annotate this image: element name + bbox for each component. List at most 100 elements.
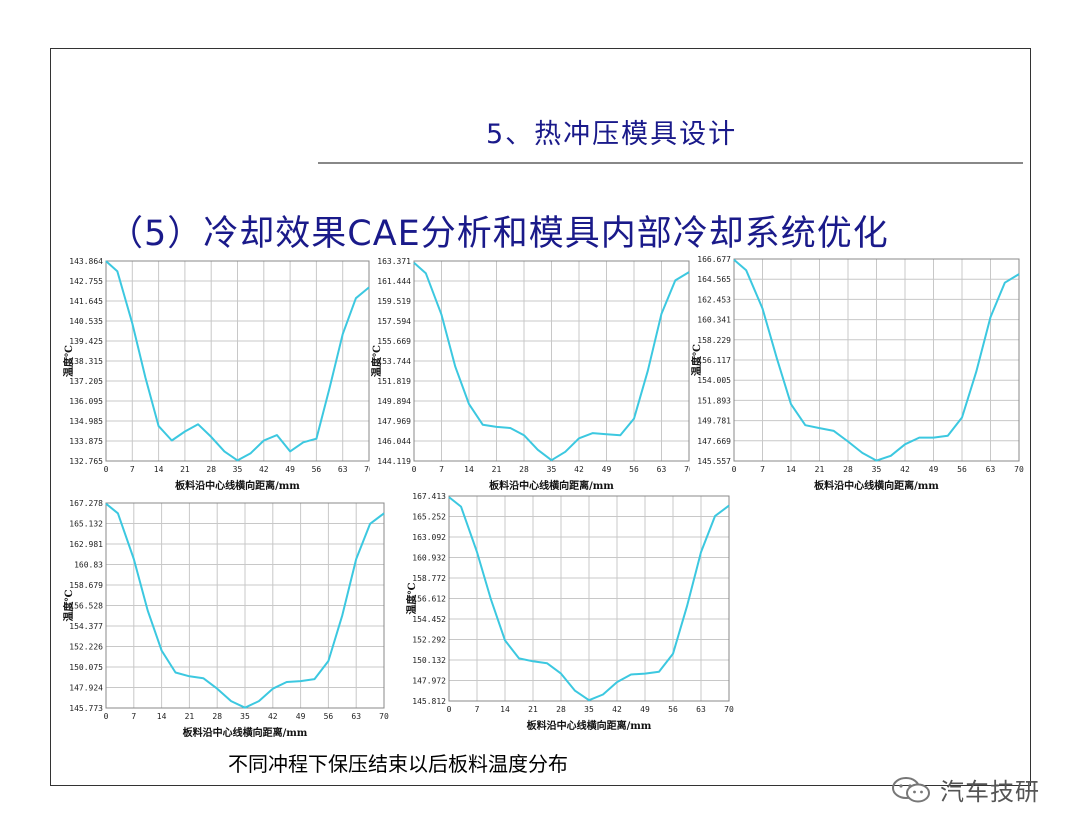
wechat-icon (892, 776, 930, 802)
y-tick-label: 150.132 (412, 656, 446, 665)
watermark-text: 汽车技研 (940, 778, 1040, 806)
x-tick-label: 63 (351, 712, 361, 721)
y-tick-label: 152.292 (412, 636, 446, 645)
y-tick-label: 166.677 (697, 255, 731, 264)
y-tick-label: 158.679 (69, 581, 103, 590)
x-tick-label: 49 (296, 712, 306, 721)
x-tick-label: 28 (519, 465, 529, 474)
x-tick-label: 35 (240, 712, 250, 721)
y-tick-label: 154.452 (412, 615, 446, 624)
y-tick-label: 163.092 (412, 533, 446, 542)
x-tick-label: 28 (206, 465, 216, 474)
chart-svg: 163.371 161.444 159.519 157.594 155.669 153.7… (370, 257, 694, 492)
x-tick-label: 0 (104, 465, 109, 474)
x-tick-label: 56 (629, 465, 639, 474)
y-tick-label: 161.444 (377, 277, 411, 286)
y-tick-label: 167.278 (69, 499, 103, 508)
x-tick-label: 14 (786, 465, 796, 474)
x-tick-label: 7 (760, 465, 765, 474)
y-tick-label: 151.819 (377, 377, 411, 386)
x-tick-label: 42 (612, 705, 622, 714)
temperature-chart-3: 166.677 164.565 162.453 160.341 158.229 156.1… (690, 253, 1025, 495)
x-tick-label: 49 (602, 465, 612, 474)
x-tick-label: 63 (657, 465, 667, 474)
x-tick-label: 70 (364, 465, 374, 474)
y-tick-label: 141.645 (69, 297, 103, 306)
slide-title: 5、热冲压模具设计 (486, 119, 738, 150)
y-axis-label: 温度℃ (62, 589, 75, 621)
y-tick-label: 133.875 (69, 437, 103, 446)
x-tick-label: 42 (900, 465, 910, 474)
temperature-series-line (448, 496, 730, 702)
x-tick-label: 42 (259, 465, 269, 474)
x-tick-label: 0 (104, 712, 109, 721)
temperature-chart-1: 143.864 142.755 141.645 140.535 139.425 138.3… (62, 255, 375, 495)
y-tick-label: 145.773 (69, 704, 103, 713)
temperature-series-line (105, 260, 370, 462)
y-tick-label: 149.781 (697, 417, 731, 426)
x-tick-label: 70 (724, 705, 734, 714)
y-tick-label: 143.864 (69, 257, 103, 266)
y-tick-label: 147.969 (377, 417, 411, 426)
y-tick-label: 160.932 (412, 554, 446, 563)
temperature-series-line (733, 258, 1020, 462)
x-tick-label: 21 (815, 465, 825, 474)
y-tick-label: 165.252 (412, 513, 446, 522)
y-tick-label: 151.893 (697, 396, 731, 405)
y-tick-label: 167.413 (412, 492, 446, 501)
x-tick-label: 70 (379, 712, 389, 721)
y-tick-label: 158.229 (697, 336, 731, 345)
y-tick-label: 156.117 (697, 356, 731, 365)
y-tick-label: 138.315 (69, 357, 103, 366)
x-tick-label: 35 (872, 465, 882, 474)
temperature-series-line (105, 502, 385, 709)
y-tick-label: 132.765 (69, 457, 103, 466)
x-axis-label: 板料沿中心线横向距离/mm (527, 719, 652, 732)
x-tick-label: 21 (528, 705, 538, 714)
y-tick-label: 147.972 (412, 677, 446, 686)
y-tick-label: 142.755 (69, 277, 103, 286)
x-axis-label: 板料沿中心线横向距离/mm (175, 479, 300, 492)
x-tick-label: 56 (312, 465, 322, 474)
x-axis-label: 板料沿中心线横向距离/mm (489, 479, 614, 492)
x-tick-label: 42 (574, 465, 584, 474)
x-tick-label: 28 (212, 712, 222, 721)
y-tick-label: 157.594 (377, 317, 411, 326)
y-tick-label: 164.565 (697, 275, 731, 284)
x-tick-label: 14 (154, 465, 164, 474)
x-tick-label: 21 (492, 465, 502, 474)
chart-svg: 166.677 164.565 162.453 160.341 158.229 156.1… (690, 255, 1024, 492)
x-tick-label: 49 (285, 465, 295, 474)
temperature-chart-2: 163.371 161.444 159.519 157.594 155.669 153.7… (370, 255, 695, 495)
x-tick-label: 56 (668, 705, 678, 714)
y-tick-label: 159.519 (377, 297, 411, 306)
x-tick-label: 21 (180, 465, 190, 474)
chart-svg: 167.413 165.252 163.092 160.932 158.772 156.6… (405, 492, 734, 732)
x-tick-label: 28 (556, 705, 566, 714)
y-tick-label: 137.205 (69, 377, 103, 386)
x-tick-label: 14 (464, 465, 474, 474)
y-tick-label: 150.075 (69, 663, 103, 672)
y-tick-label: 158.772 (412, 574, 446, 583)
y-tick-label: 156.528 (69, 602, 103, 611)
y-tick-label: 147.924 (69, 684, 103, 693)
x-tick-label: 7 (130, 465, 135, 474)
y-tick-label: 162.453 (697, 295, 731, 304)
slide-subtitle: （5）冷却效果CAE分析和模具内部冷却系统优化 (108, 214, 889, 254)
x-tick-label: 35 (233, 465, 243, 474)
temperature-series-line (413, 262, 690, 462)
y-tick-label: 134.985 (69, 417, 103, 426)
x-tick-label: 7 (131, 712, 136, 721)
y-tick-label: 136.095 (69, 397, 103, 406)
y-tick-label: 165.132 (69, 520, 103, 529)
y-tick-label: 160.83 (74, 561, 103, 570)
temperature-chart-5: 167.413 165.252 163.092 160.932 158.772 156.6… (405, 490, 735, 735)
temperature-chart-4: 167.278 165.132 162.981 160.83 158.679 156.52… (62, 497, 390, 742)
y-tick-label: 144.119 (377, 457, 411, 466)
y-tick-label: 162.981 (69, 540, 103, 549)
y-axis-label: 温度℃ (62, 345, 75, 377)
x-tick-label: 70 (684, 465, 694, 474)
x-tick-label: 49 (929, 465, 939, 474)
y-tick-label: 145.557 (697, 457, 731, 466)
y-axis-label: 温度℃ (405, 582, 418, 614)
